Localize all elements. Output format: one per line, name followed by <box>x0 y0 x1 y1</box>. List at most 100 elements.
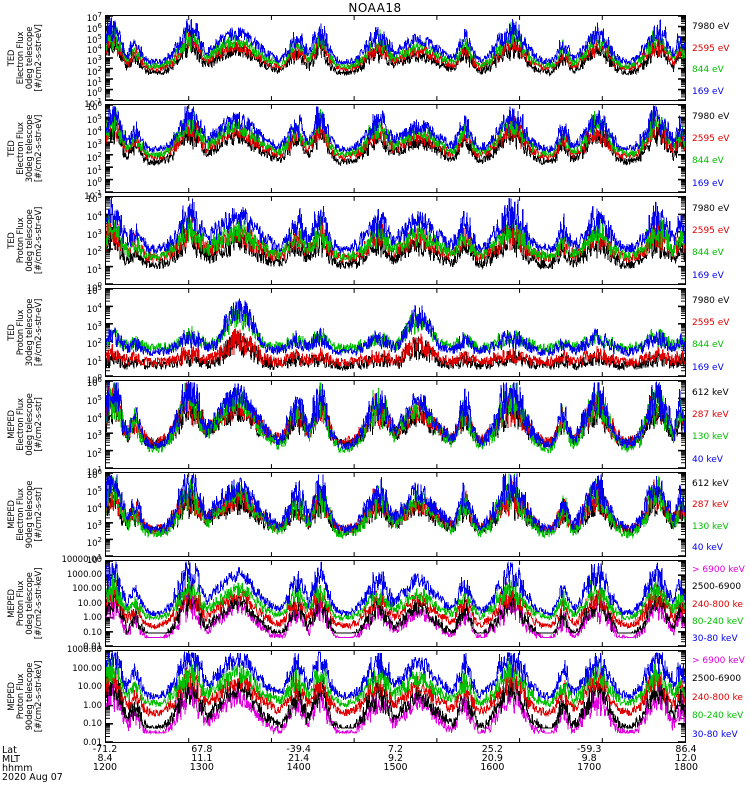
series-trace <box>106 671 685 730</box>
x-tick-mlt: 11.1 <box>191 753 213 764</box>
x-tick-hhmm: 1700 <box>577 762 602 773</box>
y-tick-label: 100 <box>86 281 102 294</box>
y-tick-label: 1.00 <box>83 700 102 711</box>
legend-entry-meped-proton-90deg-4: 30-80 keV <box>692 729 738 740</box>
y-tick-labels-meped-electron-90deg: 106 105 104 103 102 101 <box>58 468 102 565</box>
legend-entry-meped-electron-90deg-2: 130 keV <box>692 521 729 532</box>
y-tick-label: 102 <box>86 150 102 164</box>
x-tick-mlt: 20.9 <box>481 753 503 764</box>
y-tick-label: 103 <box>86 319 102 333</box>
x-tick-hhmm: 1200 <box>92 762 118 773</box>
series-trace <box>106 381 685 450</box>
legend-entry-ted-proton-30deg-3: 169 eV <box>692 362 724 373</box>
y-axis-label-meped-proton-0deg: MEPED Proton Flux 0deg telescope [#/cm2-s-s… <box>7 560 44 647</box>
y-tick-label: 10000.00 <box>61 555 102 565</box>
x-axis-row-label-lat: Lat <box>2 745 17 756</box>
plot-panel-meped-electron-90deg <box>105 472 686 557</box>
y-tick-label: 104 <box>86 411 102 425</box>
legend-entry-ted-proton-0deg-1: 2595 eV <box>692 226 730 237</box>
series-trace <box>106 473 685 534</box>
legend-entry-meped-electron-0deg-2: 130 keV <box>692 432 729 443</box>
x-tick-mlt: 21.4 <box>288 753 310 764</box>
legend-entry-ted-proton-30deg-2: 844 eV <box>692 340 724 351</box>
x-tick-lat: 86.4 <box>675 744 697 755</box>
x-tick-lat: -71.2 <box>92 744 118 755</box>
plot-panel-meped-proton-0deg <box>105 560 686 647</box>
y-tick-label: 101 <box>86 75 102 89</box>
y-tick-label: 101 <box>86 163 102 177</box>
y-tick-label: 104 <box>86 43 102 57</box>
y-tick-label: 101 <box>86 263 102 277</box>
series-trace <box>106 219 685 271</box>
legend-entry-ted-electron-30deg-1: 2595 eV <box>692 134 730 145</box>
y-tick-label: 104 <box>86 502 102 515</box>
x-tick-mlt: 9.2 <box>387 753 404 764</box>
x-axis-row-label-hhmm: hhmm <box>2 763 33 774</box>
legend-entry-meped-electron-90deg-0: 612 keV <box>692 479 729 490</box>
y-tick-labels-meped-proton-0deg: 10000.00 1000.00 100.00 10.00 1.00 0.10 0.01 <box>42 556 102 652</box>
y-tick-label: 10-1 <box>84 189 102 202</box>
x-tick-mlt: 12.0 <box>675 753 697 764</box>
x-tick-lat: -39.4 <box>286 744 311 755</box>
x-tick-hhmm: 1600 <box>480 762 505 773</box>
x-tick-hhmm: 1800 <box>673 762 699 773</box>
y-tick-label: 103 <box>86 138 102 151</box>
y-tick-label: 104 <box>86 209 102 223</box>
y-tick-label: 103 <box>86 519 102 532</box>
y-tick-label: 0.10 <box>83 719 102 730</box>
y-tick-label: 105 <box>86 32 102 46</box>
x-tick-lat: -59.3 <box>576 744 602 755</box>
series-trace <box>106 578 685 631</box>
y-axis-label-line: [#/cm2-s-str-eV] <box>34 24 44 92</box>
y-tick-label: 104 <box>86 301 102 315</box>
y-tick-label: 102 <box>86 245 102 259</box>
y-tick-label: 1.00 <box>83 613 102 623</box>
legend-entry-ted-electron-30deg-2: 844 eV <box>692 156 724 167</box>
legend-entry-meped-proton-0deg-4: 30-80 keV <box>692 634 738 645</box>
y-tick-label: 105 <box>86 485 102 498</box>
y-tick-labels-ted-proton-0deg: 105 104 103 102 101 100 <box>58 192 102 293</box>
y-axis-label-meped-electron-0deg: MEPED Electron Flux 0deg telescope [#/cm2-s… <box>7 380 44 469</box>
y-tick-label: 103 <box>86 54 102 67</box>
x-axis-row-label-mlt: MLT <box>2 754 20 765</box>
x-tick-hhmm: 1400 <box>286 762 311 773</box>
y-tick-label: 100.00 <box>72 663 102 674</box>
legend-entry-meped-proton-90deg-2: 240-800 ke <box>692 692 743 703</box>
y-tick-label: 102 <box>86 536 102 549</box>
plot-panel-meped-electron-0deg <box>105 380 686 469</box>
series-trace <box>106 328 685 368</box>
y-axis-label-ted-electron-30deg: TED Electron Flux 30deg telescope [#/cm2-s-… <box>7 104 44 193</box>
y-tick-label: 102 <box>86 447 102 461</box>
y-axis-label-line: [#/cm2-s-str-eV] <box>34 206 44 275</box>
series-trace <box>106 298 685 358</box>
y-tick-label: 0.10 <box>83 627 102 638</box>
page-title: NOAA18 <box>348 1 402 15</box>
series-trace <box>106 105 685 153</box>
series-trace <box>106 198 685 255</box>
y-tick-label: 0.01 <box>83 642 102 652</box>
y-axis-label-line: [#/cm2-s-str] <box>34 487 44 542</box>
series-trace <box>106 22 685 71</box>
legend-entry-ted-electron-0deg-2: 844 eV <box>692 65 724 76</box>
series-trace <box>106 30 685 77</box>
y-tick-label: 106 <box>86 468 102 481</box>
legend-entry-ted-electron-30deg-0: 7980 eV <box>692 111 730 122</box>
x-tick-hhmm: 1500 <box>383 762 408 773</box>
x-tick-hhmm: 1300 <box>189 762 214 773</box>
y-tick-labels-ted-proton-30deg: 105 104 103 102 101 100 <box>58 284 102 385</box>
y-axis-label-ted-electron-0deg: TED Electron Flux 0deg telescope [#/cm2-s-s… <box>7 15 44 101</box>
legend-entry-ted-proton-0deg-0: 7980 eV <box>692 203 730 214</box>
y-tick-label: 106 <box>86 100 102 113</box>
y-tick-label: 106 <box>86 376 102 389</box>
y-axis-label-meped-electron-90deg: MEPED Electron Flux 90deg telescope [#/cm2-… <box>7 472 44 557</box>
plot-panel-ted-electron-30deg <box>105 104 686 193</box>
legend-entry-meped-proton-90deg-1: 2500-6900 <box>692 674 742 685</box>
y-tick-label: 10.00 <box>77 682 102 693</box>
legend-entry-meped-electron-90deg-1: 287 keV <box>692 500 729 511</box>
y-tick-label: 103 <box>86 429 102 443</box>
y-tick-label: 105 <box>86 284 102 297</box>
y-tick-label: 10.00 <box>77 598 102 609</box>
series-trace <box>106 651 685 701</box>
y-tick-label: 100 <box>86 176 102 190</box>
y-tick-label: 105 <box>86 192 102 205</box>
